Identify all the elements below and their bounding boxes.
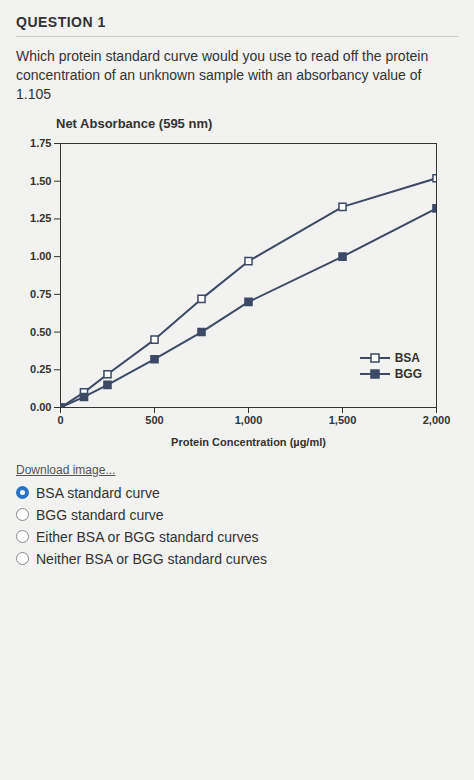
html-text:Neither BSA or BGG standard cu: Neither BSA or BGG standard curves bbox=[36, 550, 268, 567]
html-text:Download image...: Download image... bbox=[16, 462, 116, 477]
html-text:BGG standard curve: BGG standard curve bbox=[36, 506, 164, 523]
svg-text:1.75: 1.75 bbox=[30, 137, 51, 149]
svg-text:1,500: 1,500 bbox=[329, 414, 357, 426]
svg-text:1.50: 1.50 bbox=[30, 174, 51, 186]
svg-text:0.00: 0.00 bbox=[30, 401, 51, 413]
html-text:Net Absorbance (595 nm): Net Absorbance (595 nm) bbox=[56, 115, 213, 131]
svg-text:500: 500 bbox=[145, 414, 163, 426]
html-text:Either BSA or BGG standard cur: Either BSA or BGG standard curves bbox=[36, 528, 259, 545]
svg-text:1.00: 1.00 bbox=[30, 250, 51, 262]
svg-text:1.25: 1.25 bbox=[30, 212, 51, 224]
svg-text:1,000: 1,000 bbox=[235, 414, 263, 426]
svg-text:2,000: 2,000 bbox=[423, 414, 451, 426]
html-text:BSA standard curve: BSA standard curve bbox=[36, 484, 160, 501]
html-text:BGG: BGG bbox=[394, 366, 422, 381]
svg-text:Protein Concentration (µg/ml): Protein Concentration (µg/ml) bbox=[171, 435, 326, 447]
svg-text:0.75: 0.75 bbox=[30, 288, 51, 300]
svg-text:0.25: 0.25 bbox=[30, 363, 51, 375]
svg-text:0.50: 0.50 bbox=[30, 325, 51, 337]
html-text:Which protein standard curve w: Which protein standard curve would you u… bbox=[16, 48, 429, 102]
html-text:BSA: BSA bbox=[394, 350, 420, 365]
svg-text:0: 0 bbox=[57, 414, 63, 426]
html-text:QUESTION 1: QUESTION 1 bbox=[16, 14, 106, 30]
